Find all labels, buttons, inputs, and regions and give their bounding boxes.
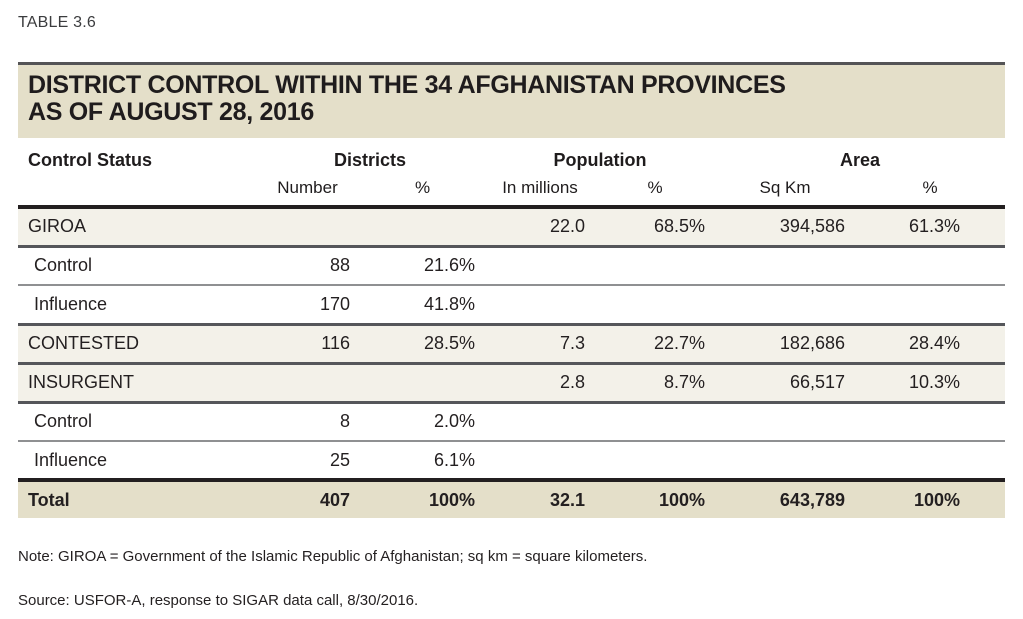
cell-value <box>855 402 1005 441</box>
header-spacer <box>18 175 255 209</box>
table-title-line2: AS OF AUGUST 28, 2016 <box>28 98 314 126</box>
cell-value: 10.3% <box>908 372 960 392</box>
cell-value: 88 <box>329 255 350 276</box>
cell-value <box>485 402 595 441</box>
table-title-bar: DISTRICT CONTROL WITHIN THE 34 AFGHANIST… <box>18 62 1005 138</box>
table-row: Influence 170 41.8% <box>18 285 1005 324</box>
row-label: Control <box>34 255 93 276</box>
cell-value <box>485 285 595 324</box>
table-title-line1: DISTRICT CONTROL WITHIN THE 34 AFGHANIST… <box>28 71 786 99</box>
cell-value: 7.3 <box>559 333 585 353</box>
cell-value: 28.5% <box>423 333 475 353</box>
header-population-millions: In millions <box>485 175 595 209</box>
cell-value: 61.3% <box>908 216 960 237</box>
header-districts-number: Number <box>255 175 360 209</box>
header-area-percent: % <box>855 175 1005 209</box>
cell-value <box>485 441 595 480</box>
header-group-districts: Districts <box>333 150 407 170</box>
cell-value: 643,789 <box>779 489 845 510</box>
cell-value <box>595 441 715 480</box>
table-row: Total 407 100% 32.1 100% 643,789 100% <box>18 480 1005 518</box>
cell-value <box>855 246 1005 285</box>
header-sub-row: Number % In millions % Sq Km % <box>18 175 1005 209</box>
cell-value <box>595 285 715 324</box>
cell-value <box>360 207 485 246</box>
cell-value: 100% <box>658 489 705 510</box>
cell-value: 394,586 <box>779 216 845 237</box>
row-label: Total <box>28 489 70 510</box>
cell-value: 100% <box>913 489 960 510</box>
cell-value <box>715 285 855 324</box>
header-districts-percent: % <box>360 175 485 209</box>
row-label: Control <box>34 411 93 432</box>
cell-value: 25 <box>329 449 350 470</box>
cell-value: 68.5% <box>653 216 705 237</box>
table-row: INSURGENT 2.8 8.7% 66,517 10.3% <box>18 363 1005 402</box>
cell-value <box>715 402 855 441</box>
row-label: CONTESTED <box>28 333 140 353</box>
cell-value: 21.6% <box>423 255 475 276</box>
cell-value <box>360 363 485 402</box>
row-label: GIROA <box>28 216 87 237</box>
cell-value: 66,517 <box>789 372 845 392</box>
table-row: Control 8 2.0% <box>18 402 1005 441</box>
cell-value: 41.8% <box>423 293 475 314</box>
cell-value: 116 <box>321 333 350 353</box>
cell-value <box>255 207 360 246</box>
cell-value: 2.0% <box>433 411 475 432</box>
header-group-area: Area <box>839 150 881 170</box>
cell-value: 170 <box>319 293 350 314</box>
cell-value <box>855 285 1005 324</box>
cell-value <box>715 246 855 285</box>
header-group-population: Population <box>553 150 647 170</box>
cell-value: 8 <box>339 411 350 432</box>
table-row: Control 88 21.6% <box>18 246 1005 285</box>
district-control-table: Control Status Districts Population Area… <box>18 138 1005 518</box>
row-label: Influence <box>34 293 108 314</box>
cell-value: 8.7% <box>663 372 705 392</box>
cell-value: 22.7% <box>653 333 705 353</box>
row-label: INSURGENT <box>28 372 135 392</box>
cell-value <box>255 363 360 402</box>
table-body: GIROA 22.0 68.5% 394,586 61.3% Control 88 21.6%… <box>18 207 1005 518</box>
table-row: CONTESTED 116 28.5% 7.3 22.7% 182,686 28.4% <box>18 324 1005 363</box>
cell-value: 2.8 <box>559 372 585 392</box>
table-note: Note: GIROA = Government of the Islamic … <box>18 548 648 565</box>
cell-value: 28.4% <box>908 333 960 353</box>
cell-value <box>595 402 715 441</box>
cell-value <box>595 246 715 285</box>
header-group-row: Control Status Districts Population Area <box>18 138 1005 175</box>
table-source: Source: USFOR-A, response to SIGAR data … <box>18 592 419 609</box>
table-row: GIROA 22.0 68.5% 394,586 61.3% <box>18 207 1005 246</box>
table-row: Influence 25 6.1% <box>18 441 1005 480</box>
header-population-percent: % <box>595 175 715 209</box>
header-control-status: Control Status <box>28 150 152 170</box>
header-area-sqkm: Sq Km <box>715 175 855 209</box>
cell-value: 100% <box>428 489 475 510</box>
cell-value <box>485 246 595 285</box>
cell-value <box>855 441 1005 480</box>
cell-value: 32.1 <box>549 489 585 510</box>
table-number-label: TABLE 3.6 <box>18 14 96 31</box>
cell-value: 182,686 <box>779 333 845 353</box>
cell-value: 407 <box>319 489 350 510</box>
cell-value <box>715 441 855 480</box>
row-label: Influence <box>34 449 108 470</box>
cell-value: 22.0 <box>549 216 585 237</box>
cell-value: 6.1% <box>433 449 475 470</box>
table-header: Control Status Districts Population Area… <box>18 138 1005 209</box>
